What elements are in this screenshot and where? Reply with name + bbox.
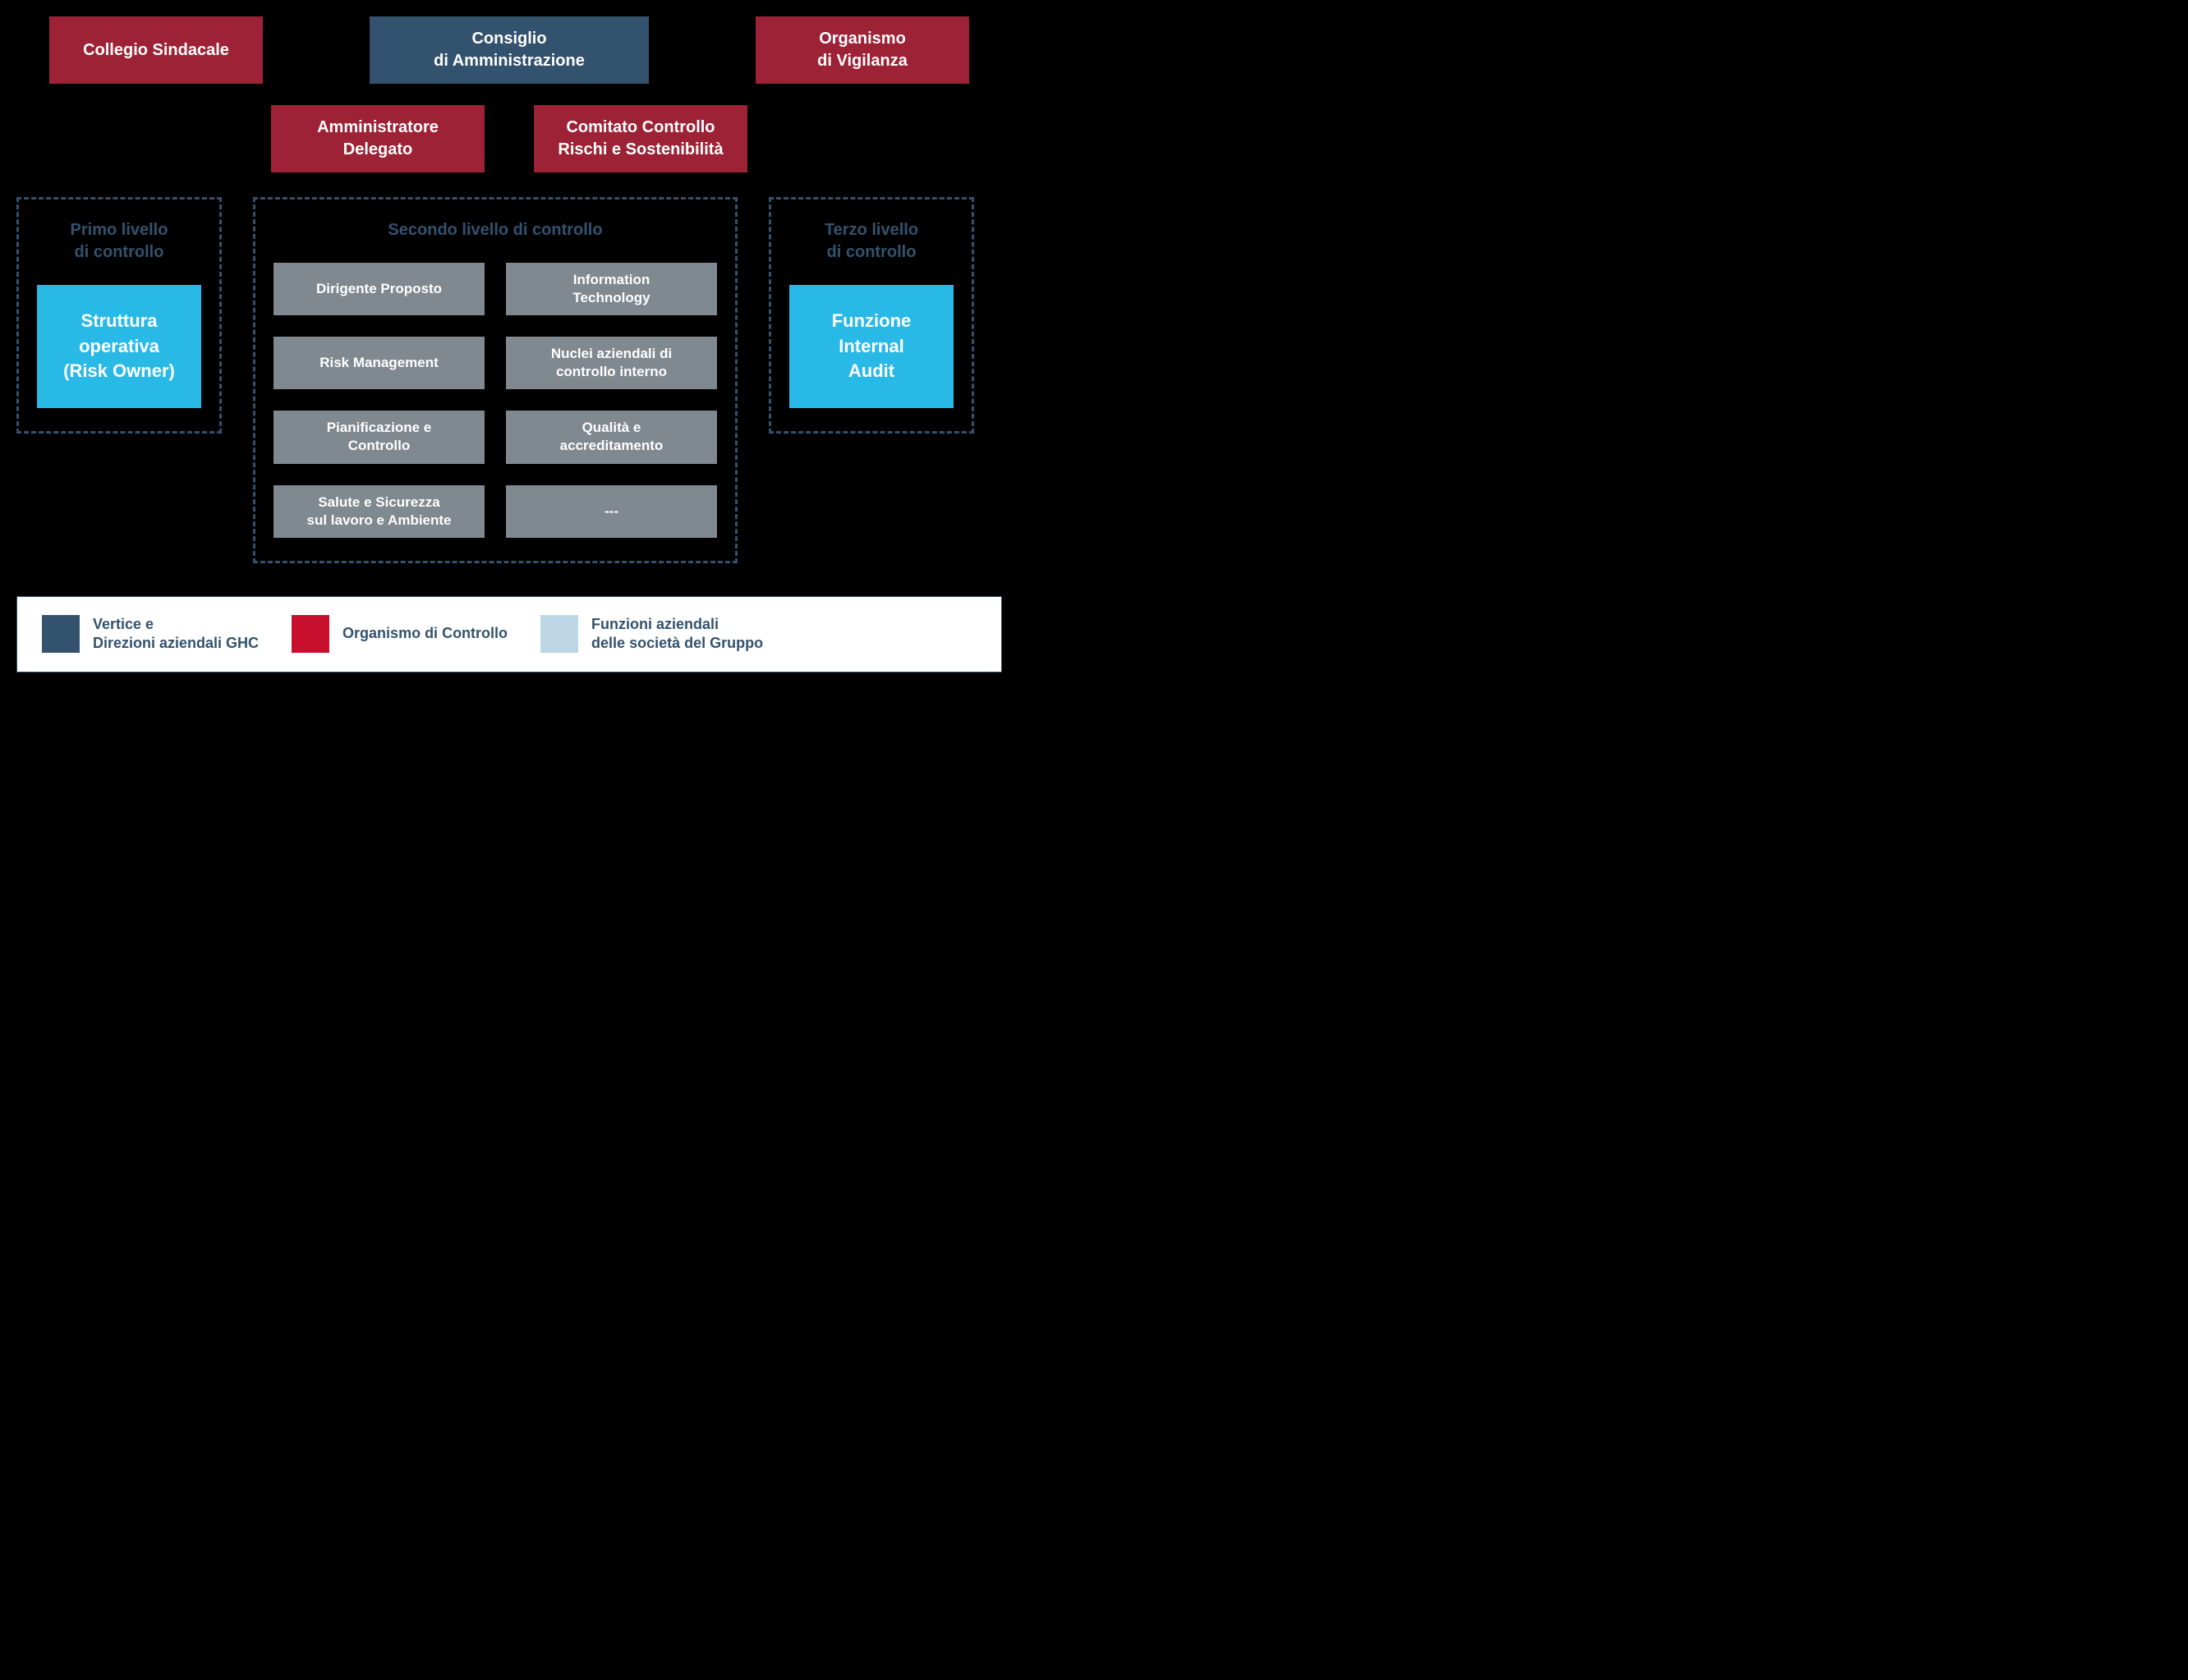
box-risk-management: Risk Management: [274, 337, 485, 389]
legend-text-funzioni: Funzioni aziendalidelle società del Grup…: [591, 615, 763, 654]
box-struttura-operativa: Strutturaoperativa(Risk Owner): [37, 285, 201, 408]
governance-row-1: Collegio Sindacale Consigliodi Amministr…: [16, 16, 1002, 84]
box-salute-sicurezza-ambiente: Salute e Sicurezzasul lavoro e Ambiente: [274, 485, 485, 538]
level-1: Primo livellodi controllo Strutturaopera…: [16, 197, 222, 434]
box-collegio-sindacale: Collegio Sindacale: [49, 16, 263, 84]
box-qualita-accreditamento: Qualità eaccreditamento: [506, 411, 717, 463]
box-pianificazione-controllo: Pianificazione eControllo: [274, 411, 485, 463]
legend-item-organismo: Organismo di Controllo: [292, 615, 508, 653]
legend-item-vertice: Vertice eDirezioni aziendali GHC: [42, 615, 259, 654]
legend-text-organismo: Organismo di Controllo: [342, 624, 508, 643]
governance-row-2: AmministratoreDelegato Comitato Controll…: [16, 105, 1002, 172]
org-control-diagram: Collegio Sindacale Consigliodi Amministr…: [16, 16, 1002, 672]
level-3-title: Terzo livellodi controllo: [825, 219, 918, 264]
level-1-title: Primo livellodi controllo: [71, 219, 168, 264]
legend-swatch-lightblue: [540, 615, 578, 653]
box-placeholder: ---: [506, 485, 717, 538]
control-levels: Primo livellodi controllo Strutturaopera…: [16, 197, 1002, 563]
legend-text-vertice: Vertice eDirezioni aziendali GHC: [93, 615, 259, 654]
box-consiglio-amministrazione: Consigliodi Amministrazione: [370, 16, 649, 84]
level-2-title: Secondo livello di controllo: [388, 219, 602, 241]
box-internal-audit: FunzioneInternalAudit: [789, 285, 954, 408]
legend: Vertice eDirezioni aziendali GHC Organis…: [16, 596, 1002, 672]
box-organismo-vigilanza: Organismodi Vigilanza: [756, 16, 969, 84]
box-comitato-controllo-rischi: Comitato ControlloRischi e Sostenibilità: [534, 105, 747, 172]
legend-item-funzioni: Funzioni aziendalidelle società del Grup…: [540, 615, 763, 654]
box-information-technology: InformationTechnology: [506, 263, 717, 315]
box-amministratore-delegato: AmministratoreDelegato: [271, 105, 485, 172]
level-3: Terzo livellodi controllo FunzioneIntern…: [769, 197, 974, 434]
level-2-grid: Dirigente Proposto InformationTechnology…: [274, 263, 717, 538]
level-2: Secondo livello di controllo Dirigente P…: [253, 197, 738, 563]
legend-swatch-red: [292, 615, 329, 653]
legend-swatch-blue: [42, 615, 80, 653]
box-nuclei-controllo-interno: Nuclei aziendali dicontrollo interno: [506, 337, 717, 389]
box-dirigente-proposto: Dirigente Proposto: [274, 263, 485, 315]
